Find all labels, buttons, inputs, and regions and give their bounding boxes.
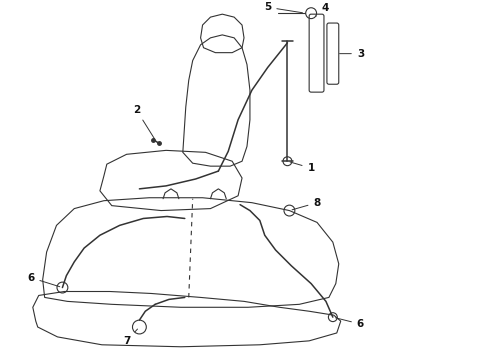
Text: 3: 3 bbox=[340, 49, 364, 59]
Text: 5: 5 bbox=[264, 2, 302, 13]
Text: 7: 7 bbox=[123, 329, 138, 346]
Text: 2: 2 bbox=[133, 105, 155, 139]
Text: 6: 6 bbox=[336, 318, 364, 329]
Circle shape bbox=[283, 157, 292, 166]
Text: 8: 8 bbox=[292, 198, 320, 210]
Text: 1: 1 bbox=[290, 162, 315, 173]
Text: 4: 4 bbox=[316, 3, 329, 16]
Text: 6: 6 bbox=[27, 273, 60, 287]
